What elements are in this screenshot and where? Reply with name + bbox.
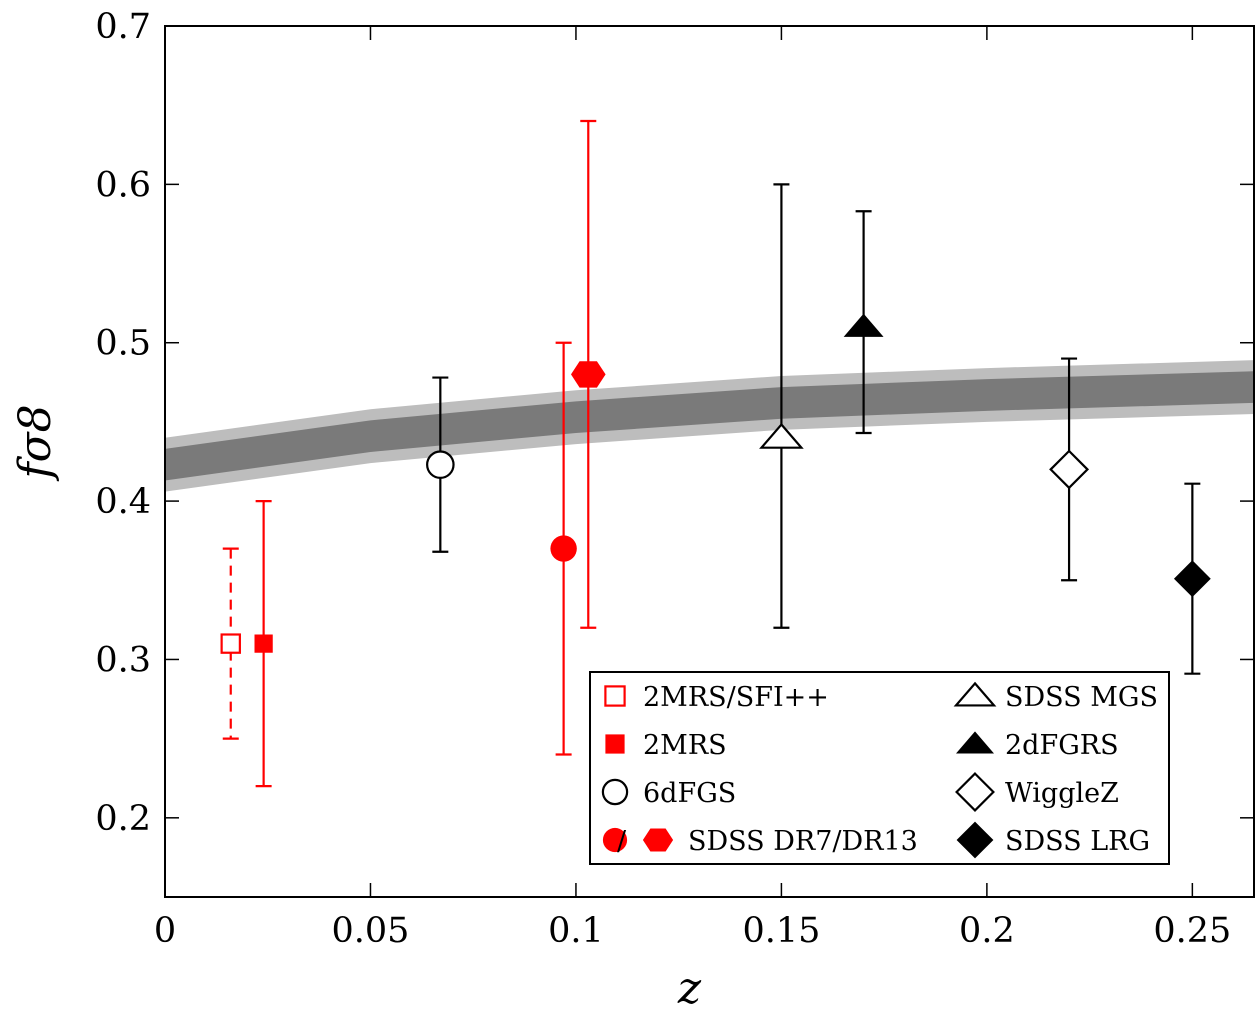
data-point: [843, 313, 884, 337]
x-tick-label: 0.2: [959, 911, 1015, 951]
legend-entry: 6dFGS: [601, 778, 736, 809]
x-tick-label: 0.05: [332, 911, 410, 951]
legend-marker: [605, 734, 625, 754]
series-sdss-dr13: [571, 119, 606, 629]
x-axis-label: z: [677, 963, 702, 1010]
y-tick-label: 0.4: [95, 482, 151, 522]
legend-entry: WiggleZ: [955, 772, 1119, 812]
legend-label: 2dFGRS: [1005, 730, 1119, 761]
legend-entry: 2MRS: [605, 730, 727, 761]
legend-separator: /: [617, 826, 627, 857]
data-point: [550, 535, 577, 562]
y-tick-label: 0.2: [95, 799, 151, 839]
data-point: [1049, 449, 1090, 490]
data-points: [220, 119, 1211, 788]
data-point: [1173, 560, 1211, 598]
series-sdss-dr7: [550, 341, 577, 756]
plot-frame: [164, 25, 1255, 898]
x-tick-label: 0.15: [742, 911, 820, 951]
legend-marker: [601, 778, 629, 806]
data-point: [254, 634, 273, 653]
y-axis-label: fσ8: [10, 404, 61, 481]
legend-label: WiggleZ: [1005, 778, 1119, 809]
data-point: [571, 361, 606, 388]
series-2dfgrs: [843, 210, 884, 435]
series-sdss-mgs: [759, 183, 804, 629]
series-sdss-lrg: [1173, 482, 1211, 675]
legend-marker: [955, 772, 995, 812]
series-6dfgs: [426, 376, 455, 553]
model-band: [165, 360, 1254, 492]
legend-label: SDSS MGS: [1005, 682, 1158, 713]
data-point: [426, 450, 455, 479]
legend-marker: [604, 685, 626, 707]
legend-entry: SDSS LRG: [956, 821, 1150, 859]
legend-label: 2MRS: [643, 730, 727, 761]
data-point: [220, 633, 241, 654]
legend-entry: / SDSS DR7/DR13: [602, 826, 918, 857]
y-tick-label: 0.6: [95, 165, 151, 205]
legend-marker: [956, 731, 994, 754]
legend-entry: 2MRS/SFI++: [604, 682, 829, 713]
legend-label: SDSS DR7/DR13: [688, 826, 918, 857]
legend-marker: [956, 821, 994, 859]
legend-box: [589, 671, 1170, 865]
legend-label: SDSS LRG: [1005, 826, 1150, 857]
x-tick-label: 0.1: [548, 911, 604, 951]
y-tick-label: 0.7: [95, 7, 151, 47]
legend-label: 2MRS/SFI++: [643, 682, 829, 713]
legend-entry: 2dFGRS: [956, 730, 1119, 761]
legend-marker: [602, 827, 628, 853]
axis-ticks: 0 0.05 0.1 0.15 0.2 0.25 0.2 0.3 0.4 0.5 0.6 0.7: [95, 7, 1254, 951]
legend: 2MRS/SFI++ 2MRS 6dFGS / SDSS DR7/DR13 SDSS MG…: [589, 671, 1170, 865]
x-tick-label: 0.25: [1153, 911, 1231, 951]
legend-marker: [642, 828, 674, 852]
x-tick-label: 0: [154, 911, 176, 951]
band-inner: [165, 371, 1254, 481]
series-wigglez: [1049, 357, 1090, 582]
series-2mrs-sfi-: [220, 547, 241, 740]
data-point: [759, 422, 804, 449]
legend-label: 6dFGS: [643, 778, 736, 809]
y-tick-label: 0.5: [95, 324, 151, 364]
y-tick-label: 0.3: [95, 640, 151, 680]
legend-marker: [953, 681, 997, 707]
series-2mrs: [254, 499, 273, 788]
legend-entry: SDSS MGS: [953, 681, 1158, 713]
